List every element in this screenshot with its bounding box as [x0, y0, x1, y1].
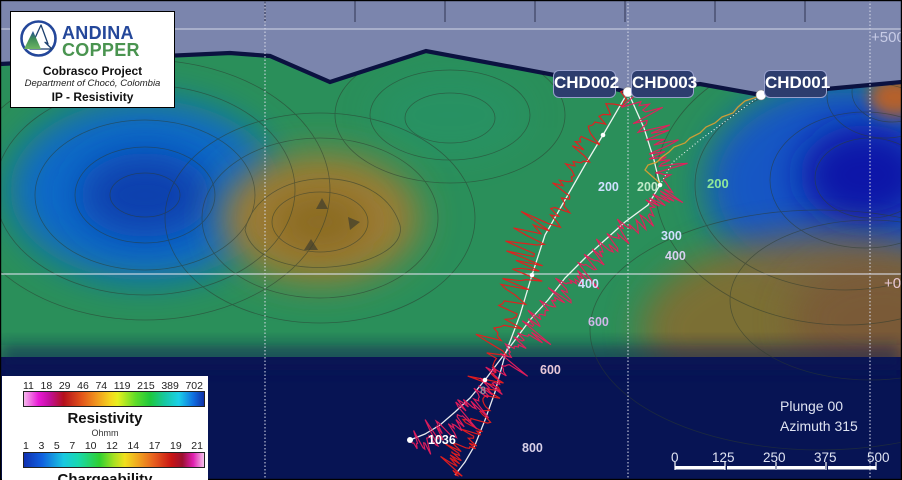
svg-text:+0: +0: [884, 275, 901, 292]
svg-text:400: 400: [578, 277, 599, 291]
svg-text:600: 600: [588, 315, 609, 329]
svg-text:8: 8: [480, 385, 486, 397]
svg-text:400: 400: [665, 249, 686, 263]
svg-text:COPPER: COPPER: [62, 40, 140, 58]
svg-text:600: 600: [540, 363, 561, 377]
svg-text:200: 200: [637, 180, 658, 194]
svg-text:+500: +500: [871, 29, 902, 46]
svg-text:800: 800: [522, 441, 543, 455]
svg-text:300: 300: [661, 229, 682, 243]
svg-text:200: 200: [598, 180, 619, 194]
svg-text:200: 200: [707, 176, 729, 191]
svg-text:1036: 1036: [428, 433, 456, 447]
